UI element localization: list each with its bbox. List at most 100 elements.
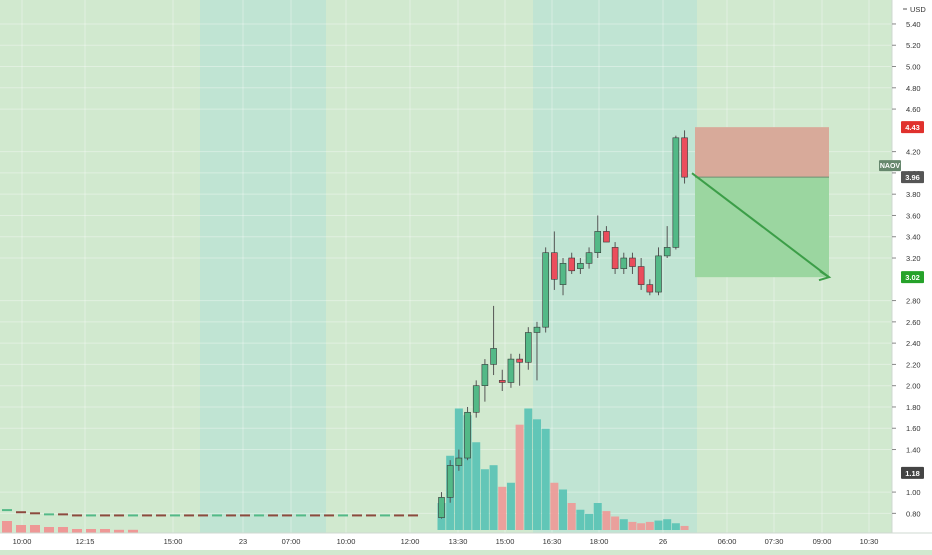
candle-up[interactable] bbox=[620, 257, 628, 269]
flat-candle bbox=[44, 513, 54, 516]
candle-down[interactable] bbox=[516, 358, 523, 363]
x-tick-label: 16:30 bbox=[543, 537, 562, 546]
flat-candle bbox=[394, 514, 404, 517]
early-volume-bar bbox=[114, 529, 124, 533]
flat-candle bbox=[100, 514, 110, 517]
x-tick-label: 06:00 bbox=[718, 537, 737, 546]
y-tick-label: 1.00 bbox=[906, 488, 921, 497]
target-price-marker[interactable]: 3.02 bbox=[901, 271, 924, 284]
x-tick-label: 10:00 bbox=[337, 537, 356, 546]
flat-candle bbox=[268, 514, 278, 517]
stop-price-marker[interactable]: 4.43 bbox=[901, 121, 924, 134]
volume-bar bbox=[541, 428, 550, 530]
target-price-marker-label: 3.02 bbox=[905, 273, 920, 282]
volume-bar bbox=[654, 520, 663, 530]
volume-bar bbox=[559, 489, 568, 530]
candle-down[interactable] bbox=[629, 257, 636, 267]
candle-up[interactable] bbox=[559, 263, 567, 285]
flat-candle bbox=[30, 512, 40, 515]
candle-up[interactable] bbox=[533, 326, 541, 333]
volume-bar bbox=[680, 525, 689, 530]
stop-price-marker-label: 4.43 bbox=[905, 123, 920, 132]
time-axis-bg[interactable] bbox=[0, 533, 932, 550]
x-tick-label: 09:00 bbox=[813, 537, 832, 546]
current-price-marker[interactable]: 3.96 bbox=[901, 171, 924, 184]
flat-candle bbox=[254, 514, 264, 517]
candle-up[interactable] bbox=[455, 457, 463, 466]
session-band bbox=[0, 0, 200, 550]
y-tick-label: 4.60 bbox=[906, 105, 921, 114]
candle-up[interactable] bbox=[446, 465, 454, 498]
candle-up[interactable] bbox=[507, 358, 515, 383]
candle-down[interactable] bbox=[498, 380, 506, 383]
flat-candle bbox=[212, 514, 222, 517]
x-tick-label: 23 bbox=[239, 537, 247, 546]
flat-candle bbox=[240, 514, 250, 517]
volume-bar bbox=[671, 523, 680, 530]
flat-candle bbox=[170, 514, 180, 517]
flat-candle bbox=[142, 514, 152, 517]
candle-up[interactable] bbox=[472, 385, 480, 413]
y-tick-label: 5.00 bbox=[906, 63, 921, 72]
flat-candle bbox=[114, 514, 124, 517]
stop-loss-zone[interactable] bbox=[695, 127, 829, 178]
flat-candle bbox=[128, 514, 138, 517]
flat-candle bbox=[2, 509, 12, 512]
early-volume-bar bbox=[128, 529, 138, 533]
flat-candle bbox=[72, 514, 82, 517]
volume-bar bbox=[645, 521, 654, 530]
target-arrow bbox=[691, 172, 830, 278]
flat-candle bbox=[226, 514, 236, 517]
volume-bar bbox=[550, 482, 559, 530]
volume-bar bbox=[472, 442, 481, 530]
flat-candle bbox=[324, 514, 334, 517]
low-price-marker[interactable]: 1.18 bbox=[901, 466, 924, 479]
low-price-marker-label: 1.18 bbox=[905, 469, 920, 478]
candle-up[interactable] bbox=[464, 411, 471, 459]
y-tick-label: 2.80 bbox=[906, 297, 921, 306]
candle-up[interactable] bbox=[438, 497, 445, 518]
y-tick-label: 0.80 bbox=[906, 509, 921, 518]
volume-bar bbox=[663, 519, 672, 530]
candle-down[interactable] bbox=[637, 266, 645, 285]
candle-up[interactable] bbox=[524, 332, 532, 363]
symbol-tag[interactable]: NAOV bbox=[879, 160, 901, 172]
flat-candle bbox=[282, 514, 292, 517]
volume-bar bbox=[515, 424, 524, 530]
flat-candle bbox=[156, 514, 166, 517]
volume-bar bbox=[611, 516, 620, 530]
candle-up[interactable] bbox=[672, 137, 680, 248]
flat-candle bbox=[352, 514, 362, 517]
volume-bar bbox=[480, 469, 489, 530]
volume-bar bbox=[532, 419, 541, 530]
y-tick-label: 2.20 bbox=[906, 360, 921, 369]
early-volume-bar bbox=[100, 529, 110, 533]
early-volume-bar bbox=[58, 527, 68, 533]
candle-down[interactable] bbox=[551, 252, 558, 280]
candle-up[interactable] bbox=[490, 348, 497, 365]
volume-bar bbox=[585, 513, 594, 530]
candle-up[interactable] bbox=[594, 231, 602, 254]
candle-down[interactable] bbox=[568, 257, 576, 272]
flat-candle bbox=[310, 514, 320, 517]
volume-bar bbox=[489, 465, 498, 530]
flat-candle bbox=[366, 514, 376, 517]
candle-up[interactable] bbox=[542, 252, 549, 328]
y-tick-label: 4.80 bbox=[906, 84, 921, 93]
candle-down[interactable] bbox=[611, 247, 619, 269]
candle-down[interactable] bbox=[603, 231, 610, 243]
y-tick-label: 3.40 bbox=[906, 233, 921, 242]
x-tick-label: 10:00 bbox=[13, 537, 32, 546]
currency-label: USD bbox=[910, 5, 926, 14]
candle-up[interactable] bbox=[655, 255, 662, 293]
candle-up[interactable] bbox=[577, 263, 584, 269]
candle-down[interactable] bbox=[646, 284, 654, 293]
candle-down[interactable] bbox=[681, 137, 688, 178]
flat-candle bbox=[184, 514, 194, 517]
candle-up[interactable] bbox=[585, 252, 593, 264]
candle-up[interactable] bbox=[663, 247, 671, 257]
candle-up[interactable] bbox=[481, 364, 489, 386]
x-tick-label: 12:15 bbox=[76, 537, 95, 546]
